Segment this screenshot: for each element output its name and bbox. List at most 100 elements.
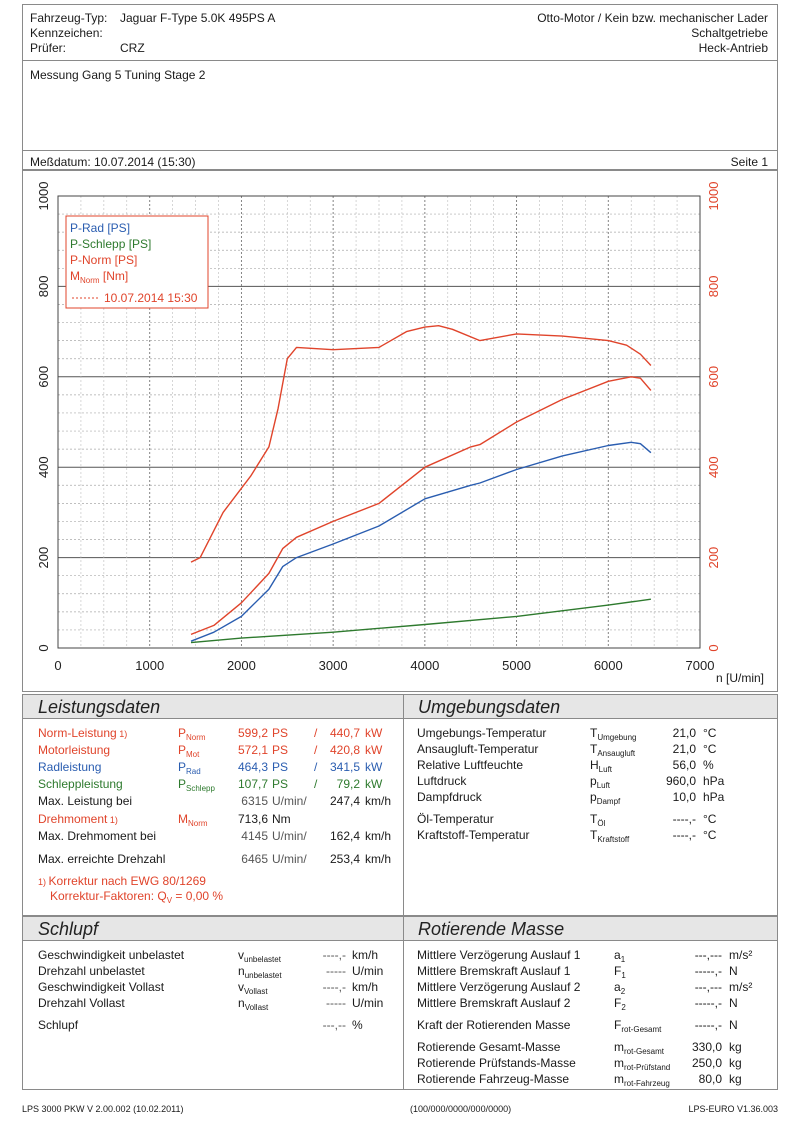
leistung-value-2: 247,4 — [329, 794, 360, 808]
rotierend-value: -----,- — [694, 1018, 722, 1032]
legend-item: P-Norm [PS] — [70, 253, 137, 267]
schlupf-unit: % — [352, 1018, 363, 1032]
umgebung-label: Umgebungs-Temperatur — [417, 726, 547, 740]
max-rpm-speed-unit: km/h — [365, 852, 392, 866]
leistung-symbol: PMot — [178, 743, 200, 759]
footer-software-version: LPS 3000 PKW V 2.00.002 (10.02.2011) — [22, 1104, 184, 1114]
measurement-comment: Messung Gang 5 Tuning Stage 2 — [30, 68, 206, 82]
y-right-tick-label: 0 — [706, 644, 721, 651]
umgebung-symbol: TÖl — [590, 812, 606, 828]
series-line-p-norm-ps- — [190, 376, 652, 636]
torque-label: Drehmoment 1) — [38, 812, 118, 826]
leistung-slash: / — [314, 777, 318, 791]
rotierend-unit: kg — [729, 1040, 742, 1054]
rotierend-unit: N — [729, 1018, 738, 1032]
y-left-tick-label: 0 — [36, 644, 51, 651]
umgebung-unit: hPa — [703, 790, 725, 804]
rotierend-value: ---,--- — [694, 980, 722, 994]
schlupf-value: ----,- — [322, 948, 346, 962]
y-right-tick-label: 400 — [706, 456, 721, 478]
leistung-value-2: 420,8 — [329, 743, 360, 757]
max-rpm-value: 6465 — [241, 852, 268, 866]
y-left-tick-label: 600 — [36, 366, 51, 388]
rotierend-symbol: F2 — [614, 996, 626, 1012]
schlupf-symbol: vunbelastet — [238, 948, 281, 964]
max-rpm-unit: U/min/ — [272, 852, 307, 866]
max-rpm-speed: 253,4 — [329, 852, 360, 866]
legend-box — [65, 215, 209, 309]
leistung-unit-1: PS — [272, 777, 289, 791]
x-tick-label: 3000 — [319, 658, 348, 673]
umgebung-symbol: TUmgebung — [590, 726, 637, 742]
schlupf-symbol: vVollast — [238, 980, 268, 996]
rotierend-unit: N — [729, 996, 738, 1010]
tester-value: CRZ — [120, 41, 145, 55]
schlupf-label: Schlupf — [38, 1018, 79, 1032]
leistung-unit-1: PS — [272, 743, 289, 757]
leistung-unit-2: kW — [365, 743, 383, 757]
data-frame-1 — [22, 694, 778, 916]
header-divider-1 — [22, 60, 778, 61]
umgebung-symbol: HLuft — [590, 758, 613, 774]
leistung-value-1: 6315 — [241, 794, 268, 808]
rotierend-symbol: a2 — [614, 980, 626, 996]
series-line-p-schlepp-ps- — [190, 598, 651, 644]
umgebung-unit: °C — [703, 742, 717, 756]
rotierend-unit: kg — [729, 1056, 742, 1070]
torque-symbol: MNorm — [178, 812, 208, 828]
umgebung-label: Öl-Temperatur — [417, 812, 494, 826]
x-tick-label: 1000 — [135, 658, 164, 673]
schlupf-value: ----- — [326, 964, 346, 978]
leistung-value-1: 599,2 — [237, 726, 268, 740]
series-line-p-rad-ps- — [190, 441, 652, 642]
leistung-unit-1: PS — [272, 726, 289, 740]
leistung-title-bar — [23, 695, 777, 719]
max-torque-speed-unit: km/h — [365, 829, 392, 843]
umgebung-value: ----,- — [672, 828, 696, 842]
y-left-tick-label: 800 — [36, 276, 51, 298]
y-right-tick-label: 800 — [706, 276, 721, 298]
schlupf-title: Schlupf — [38, 919, 99, 939]
legend-date: 10.07.2014 15:30 — [104, 291, 198, 305]
x-tick-label: 2000 — [227, 658, 256, 673]
rotierend-label: Mittlere Bremskraft Auslauf 2 — [417, 996, 571, 1010]
data-frame-2 — [22, 916, 778, 1090]
rotierend-unit: m/s² — [729, 980, 753, 994]
legend-item: P-Rad [PS] — [70, 221, 130, 235]
leistung-slash: / — [314, 726, 318, 740]
rotierend-symbol: Frot-Gesamt — [614, 1018, 662, 1034]
legend-item: P-Schlepp [PS] — [70, 237, 151, 251]
rotierend-unit: m/s² — [729, 948, 753, 962]
umgebung-symbol: pLuft — [590, 774, 611, 790]
rotierend-symbol: mrot-Prüfstand — [614, 1056, 671, 1072]
engine-type: Otto-Motor / Kein bzw. mechanischer Lade… — [537, 11, 768, 25]
rotierend-symbol: mrot-Gesamt — [614, 1040, 665, 1056]
rotierend-value: 330,0 — [691, 1040, 722, 1054]
leistung-label: Norm-Leistung 1) — [38, 726, 128, 740]
umgebung-symbol: pDampf — [590, 790, 621, 806]
leistung-slash: / — [314, 743, 318, 757]
leistung-unit-2: kW — [365, 777, 383, 791]
umgebung-symbol: TKraftstoff — [590, 828, 630, 844]
leistung-slash: / — [314, 760, 318, 774]
schlupf-unit: km/h — [352, 948, 379, 962]
leistung-value-1: 464,3 — [237, 760, 268, 774]
gearbox-type: Schaltgetriebe — [691, 26, 768, 40]
rotierend-symbol: F1 — [614, 964, 626, 980]
umgebung-label: Kraftstoff-Temperatur — [417, 828, 530, 842]
x-axis-label: n [U/min] — [716, 671, 765, 685]
max-torque-rpm-unit: U/min/ — [272, 829, 307, 843]
rotierend-label: Rotierende Prüfstands-Masse — [417, 1056, 576, 1070]
umgebung-value: 21,0 — [672, 726, 696, 740]
umgebung-label: Relative Luftfeuchte — [417, 758, 524, 772]
umgebung-value: 21,0 — [672, 742, 696, 756]
rotierend-label: Mittlere Bremskraft Auslauf 1 — [417, 964, 571, 978]
drive-type: Heck-Antrieb — [698, 41, 768, 55]
schlupf-unit: U/min — [352, 996, 384, 1010]
max-torque-rpm: 4145 — [241, 829, 268, 843]
schlupf-title-bar — [23, 917, 777, 941]
umgebung-value: 56,0 — [672, 758, 696, 772]
series-line-m-norm-nm- — [190, 325, 652, 563]
leistung-label: Radleistung — [38, 760, 102, 774]
x-tick-label: 5000 — [502, 658, 531, 673]
